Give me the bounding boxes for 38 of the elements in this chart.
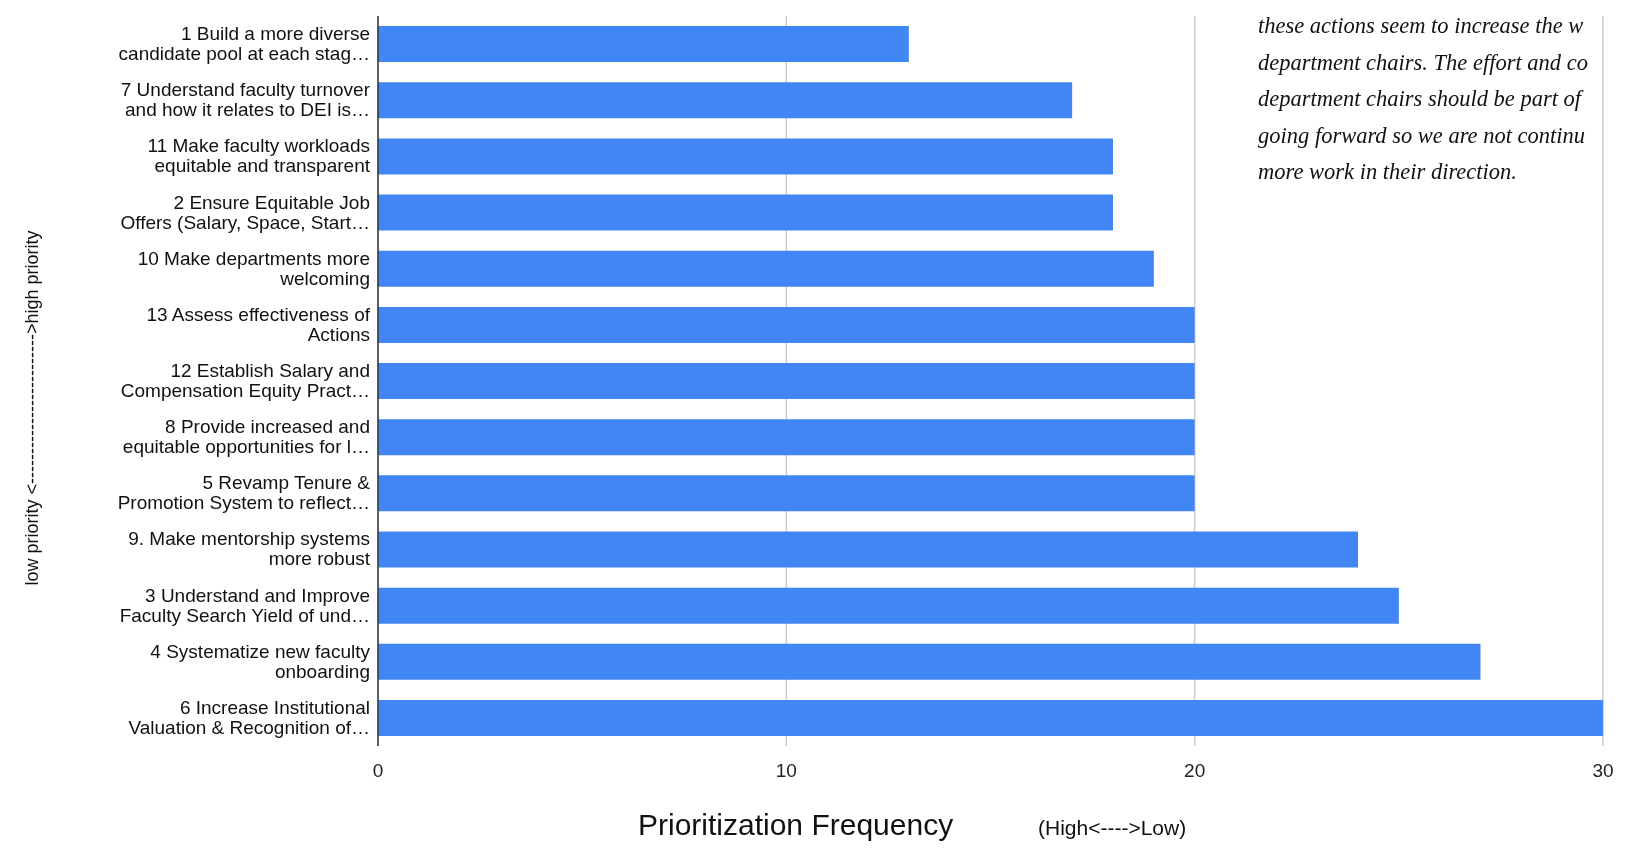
y-tick-label: 13 Assess effectiveness of Actions <box>146 303 371 345</box>
y-axis-title: low priority <------------------------->high priority <box>21 230 43 586</box>
bar <box>378 699 1603 736</box>
annotation: these actions seem to increase the w <box>1258 12 1585 40</box>
y-tick-label: 4 Systematize new faculty onboarding <box>150 640 371 682</box>
annotation: department chairs should be part of <box>1258 85 1585 113</box>
bar <box>378 587 1399 624</box>
x-tick-label: 10 <box>775 760 797 782</box>
y-tick-label: 7 Understand faculty turnover and how it relates to DEI is… <box>120 79 371 121</box>
bar <box>378 475 1195 512</box>
annotation: going forward so we are not continu <box>1258 121 1587 150</box>
bar <box>378 643 1481 680</box>
bar <box>378 82 1073 119</box>
y-tick-label: 12 Establish Salary and Compensation Equity Pract… <box>120 360 370 401</box>
annotation: department chairs. The effort and co <box>1258 48 1588 77</box>
y-tick-label: 9. Make mentorship systems more robust <box>128 528 371 570</box>
annotation: more work in their direction. <box>1258 158 1518 186</box>
text: (High<---->Low) <box>1038 816 1187 840</box>
y-tick-label: 2 Ensure Equitable Job Offers (Salary, Space, Start… <box>120 191 370 233</box>
x-tick-label: 20 <box>1184 760 1206 782</box>
y-tick-label: 11 Make faculty workloads equitable and transparent <box>147 135 371 177</box>
bar <box>378 138 1113 175</box>
x-tick-label: 30 <box>1592 760 1614 782</box>
y-tick-label: 8 Provide increased and equitable opportunities for l… <box>122 416 370 458</box>
bar <box>378 250 1154 287</box>
x-axis-title: Prioritization Frequency <box>638 808 954 842</box>
y-tick-label: 3 Understand and Improve Faculty Search Yield of und… <box>119 584 370 626</box>
y-tick-label: 5 Revamp Tenure & Promotion System to reflect… <box>117 472 371 514</box>
bar <box>378 531 1358 568</box>
bar <box>378 363 1195 400</box>
bar <box>378 419 1195 456</box>
bar <box>378 306 1195 343</box>
y-tick-label: 10 Make departments more welcoming <box>137 247 370 289</box>
x-tick-label: 0 <box>372 760 384 782</box>
y-tick-label: 6 Increase Institutional Valuation & Recognition of… <box>128 696 370 738</box>
y-tick-label: 1 Build a more diverse candidate pool at each stag… <box>118 23 370 65</box>
bar <box>378 194 1113 231</box>
bar <box>378 26 909 63</box>
